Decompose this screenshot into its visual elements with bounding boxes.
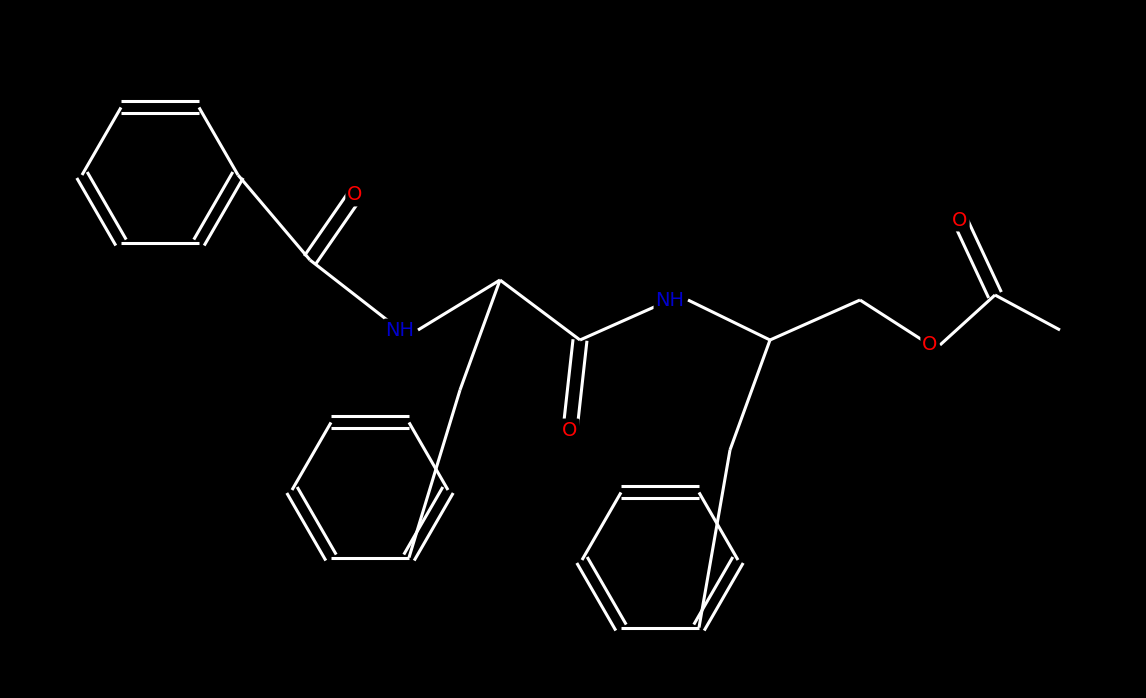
Text: O: O [923,336,937,355]
Text: O: O [952,211,967,230]
Text: O: O [563,420,578,440]
Text: NH: NH [656,290,684,309]
Text: NH: NH [385,320,415,339]
Text: O: O [347,186,362,205]
